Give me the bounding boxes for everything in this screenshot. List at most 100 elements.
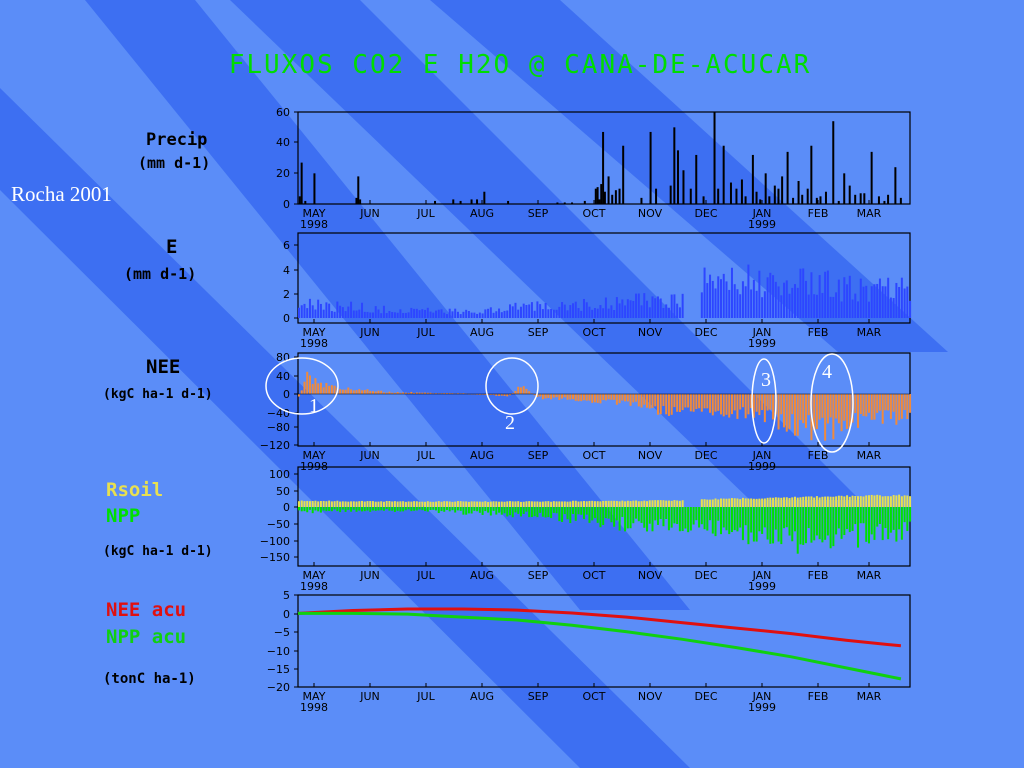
nee-bar xyxy=(308,375,311,394)
e-bar xyxy=(311,305,314,318)
nee-ytick-label: −80 xyxy=(267,421,290,434)
e-bar xyxy=(555,309,558,318)
precip-bar xyxy=(819,196,822,204)
e-bar xyxy=(445,314,448,318)
e-bar xyxy=(832,296,835,318)
accumulated-xtick-label: MAR xyxy=(857,690,882,703)
precip-bar xyxy=(801,194,804,204)
npp-bar xyxy=(522,507,525,514)
e-bar xyxy=(774,281,777,318)
rsoil_npp-xtick-label: DEC xyxy=(694,569,717,582)
rsoil_npp-ytick-label: −150 xyxy=(260,551,290,564)
e-bar xyxy=(547,309,550,318)
precip-bar xyxy=(792,197,795,204)
e-bar xyxy=(769,272,772,318)
rsoil-bar xyxy=(404,501,407,507)
e-bar xyxy=(478,312,481,318)
rsoil-bar xyxy=(432,501,435,507)
nee-bar xyxy=(404,392,407,394)
rsoil_npp-xtick-label: JAN xyxy=(752,569,772,582)
e-bar xyxy=(780,295,783,318)
npp-bar xyxy=(720,507,723,535)
rsoil-bar xyxy=(783,497,786,507)
npp-bar xyxy=(873,507,876,540)
nee-bar xyxy=(322,387,325,394)
rsoil-bar xyxy=(336,500,339,507)
e-bar xyxy=(489,307,492,318)
rsoil_npp-xtick-label: FEB xyxy=(808,569,829,582)
precip-xtick-label: JAN xyxy=(752,207,772,220)
e-bar xyxy=(456,311,459,318)
rsoil-bar xyxy=(506,501,509,507)
rsoil-bar xyxy=(632,500,635,507)
e-bar xyxy=(870,286,873,318)
nee-bar xyxy=(717,394,720,411)
e-panel: 0 2 4 6 MAY JUN JUL AUG SEP OCT NOV DEC JAN FEB MAR 199… xyxy=(283,232,912,350)
npp-bar xyxy=(854,507,857,525)
rsoil-bar xyxy=(393,501,396,507)
e-bar xyxy=(615,297,618,318)
npp-bar xyxy=(613,507,616,527)
rsoil-bar xyxy=(470,501,473,507)
e-units: (mm d-1) xyxy=(124,265,197,283)
nee-bar xyxy=(489,394,492,395)
nee-bar xyxy=(772,394,775,420)
nee-bar xyxy=(421,392,424,394)
rsoil-bar xyxy=(572,500,575,507)
e-bar xyxy=(733,284,736,318)
npp-bar xyxy=(681,507,684,532)
npp-bar xyxy=(484,507,487,512)
e-bar xyxy=(388,311,391,318)
nee-bar xyxy=(519,387,522,394)
npp-bar xyxy=(884,507,887,529)
npp-bar xyxy=(618,507,621,531)
npp-bar xyxy=(330,507,333,512)
rsoil-bar xyxy=(857,496,860,507)
rsoil-bar xyxy=(333,501,336,507)
e-bar xyxy=(443,312,446,318)
precip-bar xyxy=(614,190,617,204)
precip-xtick-label: DEC xyxy=(694,207,717,220)
npp-bar xyxy=(492,507,495,511)
npp-bar xyxy=(829,507,832,549)
e-bar xyxy=(517,309,520,318)
nee-xtick-label: MAR xyxy=(857,449,882,462)
rsoil-bar xyxy=(525,501,528,507)
nee-bar xyxy=(366,389,369,394)
nee-bar xyxy=(876,394,879,413)
precip-xtick-label: MAR xyxy=(857,207,882,220)
e-bar xyxy=(818,275,821,318)
precip-bar xyxy=(571,202,574,204)
npp-bar xyxy=(689,507,692,531)
npp-bar xyxy=(837,507,840,529)
rsoil-bar xyxy=(829,496,832,507)
e-bar xyxy=(829,296,832,318)
rsoil-bar xyxy=(670,500,673,507)
e-bar xyxy=(385,313,388,318)
rsoil-bar xyxy=(648,500,651,507)
e-bar xyxy=(396,312,399,318)
npp-bar xyxy=(711,507,714,534)
e-bar xyxy=(813,294,816,318)
e-bar xyxy=(585,302,588,318)
rsoil-bar xyxy=(654,500,657,507)
rsoil-bar xyxy=(361,500,364,507)
rsoil-bar xyxy=(615,500,618,507)
e-bar xyxy=(807,294,810,318)
npp-bar xyxy=(426,507,429,512)
e-bar xyxy=(848,275,851,318)
npp-bar xyxy=(692,507,695,525)
nee-bar xyxy=(824,394,827,441)
npp-bar xyxy=(832,507,835,547)
nee-bar xyxy=(533,394,536,396)
accumulated-xtick-label: AUG xyxy=(470,690,494,703)
npp-bar xyxy=(550,507,553,519)
e-bar xyxy=(528,304,531,318)
rsoil-bar xyxy=(478,501,481,507)
npp-bar xyxy=(454,507,457,513)
e-bar xyxy=(429,311,432,318)
rsoil_npp-xtick-label: OCT xyxy=(582,569,605,582)
nee-bar xyxy=(635,394,638,402)
e-bar xyxy=(382,305,385,318)
nee-bar xyxy=(388,391,391,394)
